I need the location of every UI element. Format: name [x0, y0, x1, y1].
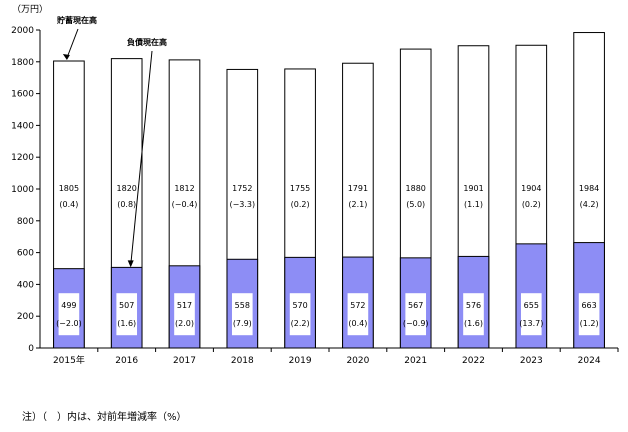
debt-label-box	[520, 293, 542, 336]
y-tick-label: 800	[17, 217, 34, 227]
savings-change-label: (−3.3)	[229, 200, 255, 209]
debt-callout-arrow	[130, 50, 153, 266]
x-tick-label: 2024	[578, 356, 601, 366]
y-tick-label: 400	[17, 280, 34, 290]
debt-change-label: (7.9)	[233, 319, 252, 328]
debt-label-box	[231, 293, 253, 336]
y-axis: 0 200 400 600 800 1000 1200 1400 1600 1800 2000	[11, 26, 41, 354]
debt-value-label: 499	[61, 301, 76, 310]
x-tick-label: 2015年	[53, 354, 85, 366]
savings-value-label: 1791	[348, 184, 368, 193]
debt-label-box	[174, 293, 195, 336]
x-tick-label: 2023	[520, 356, 543, 366]
savings-callout-arrowhead	[62, 54, 70, 61]
bars: 1805 (0.4) 499 (−2.0) 1820 (0.8) 507 (1.6) 1812 (…	[53, 32, 605, 349]
debt-change-label: (2.2)	[291, 319, 310, 328]
x-tick-label: 2020	[346, 356, 369, 366]
debt-change-label: (0.4)	[348, 319, 367, 328]
savings-value-label: 1755	[290, 184, 310, 193]
savings-change-label: (1.1)	[464, 200, 483, 209]
debt-change-label: (−0.9)	[403, 319, 429, 328]
debt-value-label: 558	[235, 301, 250, 310]
debt-change-label: (1.2)	[580, 319, 599, 328]
debt-callout-label: 負債現在高	[127, 37, 167, 47]
debt-change-label: (1.6)	[117, 319, 136, 328]
y-tick-label: 1200	[11, 153, 34, 163]
debt-label-box	[405, 293, 427, 336]
x-tick-label: 2021	[404, 356, 427, 366]
savings-change-label: (0.2)	[522, 200, 541, 209]
bar-chart: （万円） 0 200 400 600 800 1000 1200 1400 1600 1800 20…	[11, 4, 619, 366]
savings-change-label: (0.4)	[59, 200, 78, 209]
debt-change-label: (−2.0)	[56, 319, 82, 328]
y-tick-label: 200	[17, 312, 34, 322]
debt-change-label: (13.7)	[519, 319, 543, 328]
debt-value-label: 570	[292, 301, 307, 310]
footnote: 注）（ ）内は、対前年増減率（%）	[22, 412, 187, 423]
debt-value-label: 572	[350, 301, 365, 310]
debt-label-box	[347, 293, 369, 336]
y-tick-label: 1800	[11, 58, 34, 68]
savings-change-label: (0.8)	[117, 200, 136, 209]
debt-value-label: 663	[581, 301, 596, 310]
y-tick-label: 1600	[11, 90, 34, 100]
y-axis-unit-label: （万円）	[12, 4, 48, 15]
savings-change-label: (0.2)	[291, 200, 310, 209]
savings-value-label: 1904	[521, 184, 541, 193]
debt-label-box	[578, 293, 600, 336]
savings-value-label: 1820	[117, 184, 137, 193]
debt-change-label: (2.0)	[175, 319, 194, 328]
savings-change-label: (4.2)	[580, 200, 599, 209]
savings-value-label: 1880	[406, 184, 426, 193]
savings-change-label: (−0.4)	[172, 200, 198, 209]
savings-value-label: 1805	[59, 184, 79, 193]
x-tick-label: 2018	[231, 356, 254, 366]
x-tick-label: 2016	[115, 356, 138, 366]
debt-label-box	[116, 293, 138, 336]
savings-change-label: (5.0)	[406, 200, 425, 209]
debt-label-box	[58, 293, 80, 336]
debt-label-box	[289, 293, 311, 336]
savings-change-label: (2.1)	[348, 200, 367, 209]
savings-value-label: 1812	[174, 184, 194, 193]
debt-value-label: 517	[177, 301, 192, 310]
y-tick-label: 1000	[11, 185, 34, 195]
y-tick-label: 600	[17, 249, 34, 259]
debt-value-label: 576	[466, 301, 481, 310]
debt-value-label: 655	[524, 301, 539, 310]
y-tick-label: 0	[28, 344, 34, 354]
y-tick-label: 1400	[11, 121, 34, 131]
x-axis: 2015年 2016 2017 2018 2019 2020 2021 2022 2023 202…	[40, 347, 619, 366]
savings-value-label: 1752	[232, 184, 252, 193]
debt-value-label: 567	[408, 301, 423, 310]
savings-callout-label: 貯蓄現在高	[57, 15, 97, 25]
x-tick-label: 2017	[173, 356, 196, 366]
debt-change-label: (1.6)	[464, 319, 483, 328]
x-tick-label: 2019	[289, 356, 312, 366]
savings-value-label: 1901	[463, 184, 483, 193]
savings-callout-arrow	[66, 28, 79, 59]
debt-callout-arrowhead	[127, 260, 134, 268]
debt-label-box	[463, 293, 484, 336]
y-tick-label: 2000	[11, 26, 34, 36]
x-tick-label: 2022	[462, 356, 485, 366]
savings-value-label: 1984	[579, 184, 599, 193]
debt-value-label: 507	[119, 301, 134, 310]
